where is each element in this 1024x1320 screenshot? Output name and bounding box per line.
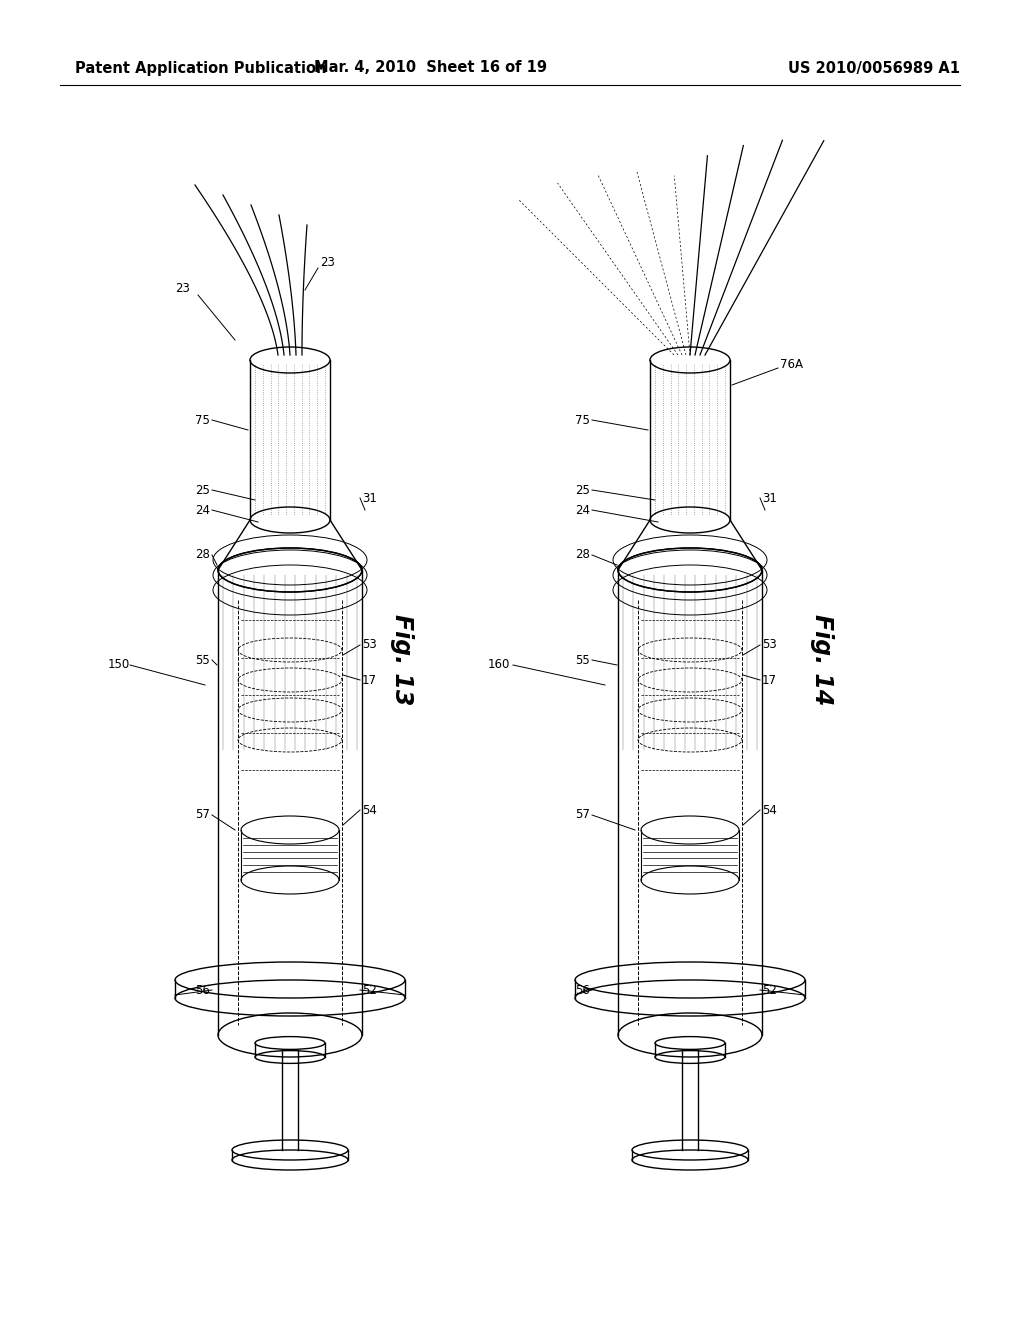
- Text: Mar. 4, 2010  Sheet 16 of 19: Mar. 4, 2010 Sheet 16 of 19: [313, 61, 547, 75]
- Text: 17: 17: [762, 673, 777, 686]
- Text: 56: 56: [196, 983, 210, 997]
- Text: 76A: 76A: [780, 359, 803, 371]
- Text: 160: 160: [487, 659, 510, 672]
- Text: 31: 31: [362, 491, 377, 504]
- Text: 28: 28: [575, 549, 590, 561]
- Text: 54: 54: [362, 804, 377, 817]
- Text: 75: 75: [196, 413, 210, 426]
- Text: 52: 52: [362, 983, 377, 997]
- Text: 55: 55: [196, 653, 210, 667]
- Text: 23: 23: [175, 281, 189, 294]
- Text: 52: 52: [762, 983, 777, 997]
- Text: 56: 56: [575, 983, 590, 997]
- Text: Fig. 14: Fig. 14: [810, 614, 834, 706]
- Text: 23: 23: [319, 256, 335, 268]
- Text: 150: 150: [108, 659, 130, 672]
- Text: US 2010/0056989 A1: US 2010/0056989 A1: [788, 61, 961, 75]
- Text: 57: 57: [575, 808, 590, 821]
- Text: 17: 17: [362, 673, 377, 686]
- Text: 75: 75: [575, 413, 590, 426]
- Text: 53: 53: [362, 639, 377, 652]
- Text: 55: 55: [575, 653, 590, 667]
- Text: 31: 31: [762, 491, 777, 504]
- Text: 24: 24: [195, 503, 210, 516]
- Text: 53: 53: [762, 639, 777, 652]
- Text: Fig. 13: Fig. 13: [390, 614, 414, 706]
- Text: 25: 25: [575, 483, 590, 496]
- Text: 54: 54: [762, 804, 777, 817]
- Text: 28: 28: [196, 549, 210, 561]
- Text: 24: 24: [575, 503, 590, 516]
- Text: Patent Application Publication: Patent Application Publication: [75, 61, 327, 75]
- Text: 57: 57: [196, 808, 210, 821]
- Text: 25: 25: [196, 483, 210, 496]
